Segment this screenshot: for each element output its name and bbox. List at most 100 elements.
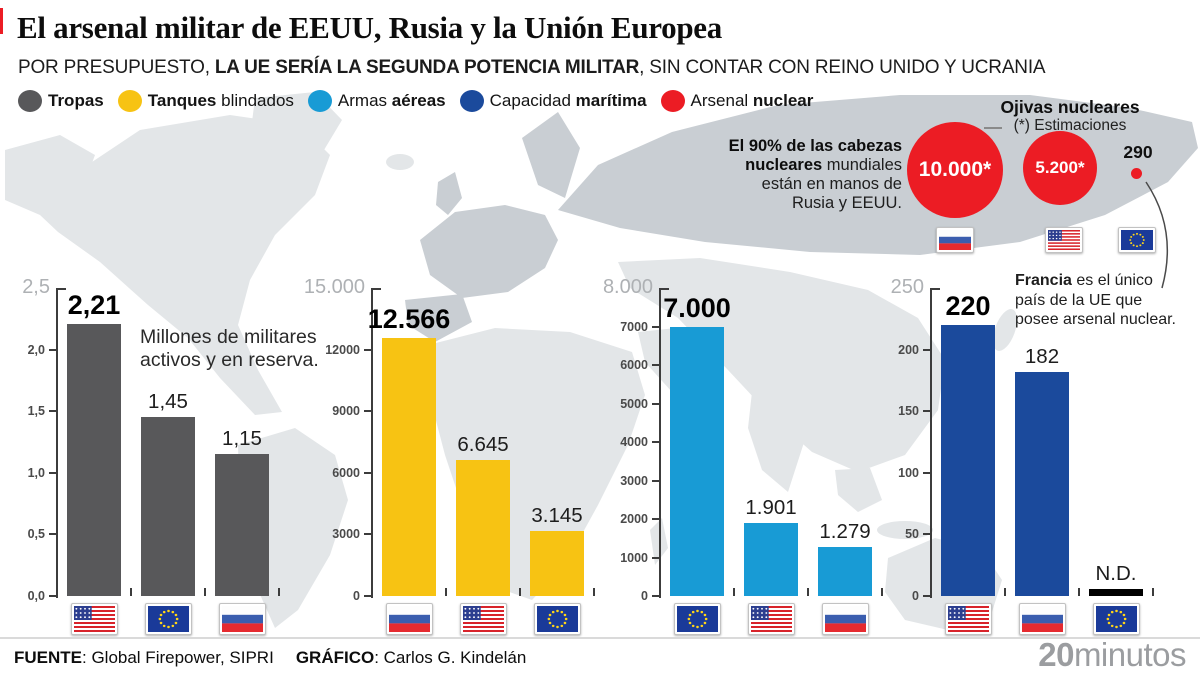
flag-usa-icon [1045, 227, 1083, 253]
nuclear-bubble-russia-value: 10.000* [918, 158, 992, 181]
nuclear-note-line2-rest: mundiales [822, 156, 902, 174]
source-value: : Global Firepower, SIPRI [82, 648, 274, 667]
france-note-bold: Francia [1015, 272, 1072, 289]
nuclear-subheading: (*) Estimaciones [1013, 117, 1127, 134]
france-note-line1: es el único [1071, 272, 1153, 289]
baseline-tick [881, 588, 883, 596]
bar-value-label: 12.566 [367, 303, 451, 334]
baseline-tick [593, 588, 595, 596]
legend-dot-icon [660, 90, 685, 112]
nuclear-note-line1: El 90% de las cabezas [728, 137, 902, 155]
brand-logo-20: 20 [1038, 636, 1074, 673]
credit-label: GRÁFICO [295, 648, 375, 667]
y-axis-line [930, 288, 932, 598]
legend-dot-icon [307, 90, 332, 112]
legend-item-marítima: Capacidad marítima [459, 90, 647, 112]
legend-dot-icon [18, 90, 42, 112]
y-axis-top-tick [661, 288, 669, 290]
bar-eeuu [456, 459, 510, 596]
france-note-line3: posee arsenal nuclear. [1015, 311, 1176, 328]
flag-russia-icon [821, 603, 869, 635]
axis-tick-label: 4000 [620, 435, 648, 449]
baseline-tick [519, 588, 521, 596]
axis-tick-label: 3000 [620, 473, 648, 488]
baseline-tick [1078, 588, 1080, 596]
axis-tick [652, 325, 659, 328]
nuclear-bubble-eu-value: 290 [1123, 142, 1153, 162]
nuclear-note: El 90% de las cabezas nucleares mundiale… [712, 137, 902, 213]
baseline-tick [1004, 588, 1006, 596]
axis-tick-label: 3000 [332, 527, 360, 542]
brand-logo-minutos: minutos [1073, 636, 1187, 673]
bar-eeuu [744, 522, 798, 596]
legend-label: Tanques blindados [147, 91, 294, 110]
legend-item-tanques: Tanques blindados [117, 90, 294, 112]
brand-accent-bar [0, 8, 3, 34]
bar-rusia [818, 546, 872, 596]
axis-tick [652, 518, 659, 520]
bar-value-label: 1.279 [819, 519, 871, 543]
leader-curve [1145, 181, 1169, 289]
flag-usa-icon [70, 603, 118, 635]
bar-value-label: 7.000 [663, 292, 731, 323]
source-label: FUENTE [14, 648, 82, 667]
axis-tick-label: 0 [641, 589, 648, 603]
baseline-tick [807, 588, 809, 596]
axis-tick [364, 348, 371, 351]
axis-tick [364, 410, 371, 413]
axis-tick-label: 1,0 [27, 465, 45, 480]
axis-tick-label: 50 [905, 527, 919, 542]
baseline-tick [278, 588, 280, 596]
baseline-tick [204, 588, 206, 596]
baseline-tick [1152, 588, 1154, 596]
france-note-line2: país de la UE que [1015, 291, 1143, 309]
bar-value-label: 1.901 [745, 495, 797, 519]
axis-tick-label: 5000 [620, 396, 648, 411]
bar-value-label: 3.145 [531, 504, 583, 528]
bar-value-label: 182 [1024, 344, 1060, 368]
footer-divider [0, 637, 1200, 639]
axis-tick-label: 1000 [620, 550, 648, 565]
footer-credits: FUENTE: Global Firepower, SIPRI GRÁFICO: … [14, 648, 526, 668]
flag-usa-icon [459, 603, 507, 635]
axis-tick [652, 595, 659, 597]
y-axis-line [56, 288, 58, 598]
france-note: Francia es el único país de la UE que po… [1015, 271, 1190, 330]
axis-max-label: 250 [890, 276, 924, 298]
flag-russia-icon [1018, 603, 1066, 635]
flag-usa-icon [747, 603, 795, 635]
y-axis-top-tick [373, 288, 381, 290]
axis-tick [923, 533, 930, 536]
bar-value-label: 2,21 [67, 289, 121, 320]
axis-tick [364, 471, 371, 474]
baseline-tick [130, 588, 132, 596]
axis-tick [652, 364, 659, 366]
chart-note: Millones de militares activos y en reserv… [140, 326, 319, 371]
axis-tick [49, 471, 56, 474]
axis-tick-label: 0,5 [27, 527, 45, 542]
bar-value-label: N.D. [1095, 562, 1137, 585]
flag-russia-icon [218, 603, 266, 635]
bar-eeuu [941, 324, 995, 596]
baseline-tick [445, 588, 447, 596]
axis-tick [923, 471, 930, 474]
axis-tick-label: 7000 [620, 319, 648, 334]
flag-usa-icon [944, 603, 992, 635]
axis-tick [49, 410, 56, 413]
credit-value: : Carlos G. Kindelán [374, 648, 527, 667]
flag-eu-icon [144, 603, 192, 635]
y-axis-line [659, 288, 661, 598]
axis-tick [923, 348, 930, 351]
bar-value-label: 6.645 [457, 432, 509, 456]
axis-tick [652, 441, 659, 443]
legend-dot-icon [459, 90, 484, 112]
axis-tick [652, 556, 659, 559]
axis-tick-label: 2,0 [27, 342, 45, 357]
flag-russia-icon [936, 227, 974, 253]
page-subtitle: POR PRESUPUESTO, LA UE SERÍA LA SEGUNDA … [18, 57, 1046, 79]
axis-tick-label: 0 [912, 589, 919, 603]
y-axis-line [371, 288, 373, 598]
flag-eu-icon [673, 603, 721, 635]
